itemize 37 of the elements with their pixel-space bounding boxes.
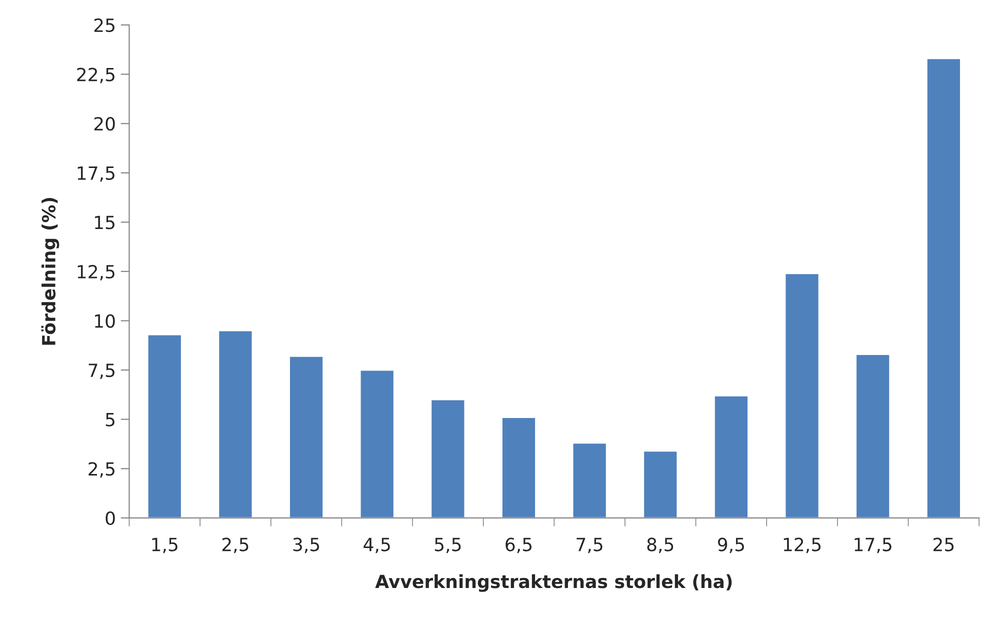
bar xyxy=(218,330,254,518)
y-tick-label: 25 xyxy=(94,18,114,32)
bar xyxy=(288,356,324,518)
bar xyxy=(501,416,536,518)
bar xyxy=(359,369,395,518)
bar xyxy=(430,398,466,518)
bar xyxy=(714,394,749,518)
y-tick-label: 15 xyxy=(95,216,114,230)
y-tick-label: 2,5 xyxy=(88,462,114,478)
x-tick-label: 6,5 xyxy=(506,538,532,554)
y-tick-label: 0 xyxy=(106,511,115,526)
y-tick-label: 5 xyxy=(106,413,114,426)
y-tick-label: 22,5 xyxy=(77,68,114,84)
x-tick-label: 3,5 xyxy=(293,538,320,554)
x-tick-label: 9,5 xyxy=(718,538,744,554)
bar xyxy=(146,334,182,518)
y-tick-label: 7,5 xyxy=(88,364,114,379)
y-tick-label: 20 xyxy=(94,117,115,131)
x-tick-label: 4,5 xyxy=(364,538,390,554)
x-tick-label: 12,5 xyxy=(784,538,821,554)
x-tick-label: 5,5 xyxy=(434,538,461,554)
bar xyxy=(572,442,608,518)
x-axis-title: Avverkningstrakternas storlek (ha) xyxy=(375,574,732,592)
bar xyxy=(784,272,820,518)
x-tick-label: 2,5 xyxy=(222,538,248,554)
x-tick-label: 17,5 xyxy=(854,538,892,554)
bar xyxy=(855,354,891,518)
y-tick-label: 10 xyxy=(95,314,115,328)
y-tick-label: 17,5 xyxy=(78,166,114,182)
y-tick-label: 12,5 xyxy=(78,264,114,280)
y-axis-title: Fördelning (%) xyxy=(41,198,60,345)
x-tick-label: 7,5 xyxy=(576,538,602,554)
bar xyxy=(642,450,678,518)
x-tick-label: 25 xyxy=(934,538,954,552)
bar xyxy=(926,58,962,518)
x-tick-label: 8,5 xyxy=(647,538,674,554)
x-tick-label: 1,5 xyxy=(152,538,178,554)
